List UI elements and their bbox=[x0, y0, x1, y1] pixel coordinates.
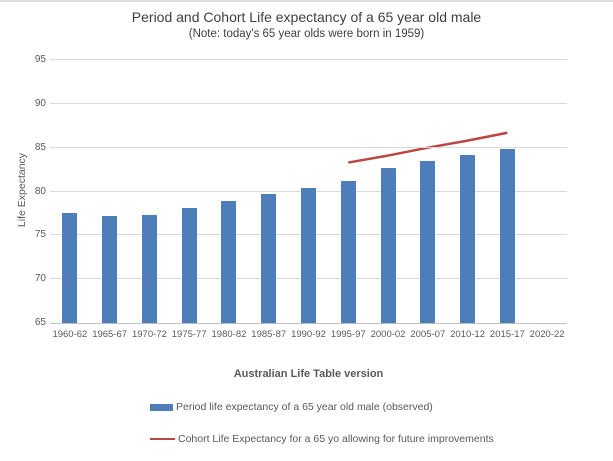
x-tick-label: 2010-12 bbox=[450, 329, 485, 340]
x-tick-label: 1985-87 bbox=[251, 329, 287, 340]
legend-item-cohort: Cohort Life Expectancy for a 65 yo allow… bbox=[150, 432, 494, 446]
bar-1990-92 bbox=[301, 187, 316, 323]
plot-area bbox=[50, 59, 567, 324]
x-tick-label: 2020-22 bbox=[529, 329, 565, 340]
gridline bbox=[50, 102, 567, 104]
gridline bbox=[50, 146, 567, 148]
x-tick-label: 1995-97 bbox=[330, 329, 366, 340]
bar-2010-12 bbox=[460, 154, 476, 323]
x-axis-tick-labels: 1960-62 1965-67 1970-72 1975-77 1980-82 1985-… bbox=[50, 329, 567, 343]
x-axis-title: Australian Life Table version bbox=[233, 368, 384, 380]
y-tick-label: 75 bbox=[34, 229, 46, 241]
y-tick-label: 85 bbox=[34, 141, 46, 153]
x-tick-label: 1975-77 bbox=[171, 329, 207, 340]
bar-2005-07 bbox=[420, 160, 436, 323]
chart-subtitle: (Note: today's 65 year olds were born in… bbox=[188, 28, 425, 40]
y-tick-label: 65 bbox=[34, 317, 46, 328]
x-tick-label: 1965-67 bbox=[92, 329, 128, 340]
bar-2000-02 bbox=[380, 167, 396, 323]
x-tick-label: 1970-72 bbox=[131, 329, 167, 340]
x-tick-label: 1980-82 bbox=[211, 329, 247, 340]
x-tick-label: 2000-02 bbox=[370, 329, 406, 340]
x-tick-label: 1990-92 bbox=[291, 329, 326, 340]
cohort-line-layer bbox=[348, 131, 508, 164]
x-axis-line bbox=[50, 323, 567, 324]
bar-1970-72 bbox=[141, 215, 157, 323]
bar-1965-67 bbox=[102, 216, 118, 323]
bar-2015-17 bbox=[499, 148, 515, 323]
period-series-swatch-icon bbox=[150, 403, 173, 411]
y-axis-tick-labels: 65 70 75 80 85 90 95 bbox=[0, 54, 46, 328]
legend-label-cohort: Cohort Life Expectancy for a 65 yo allow… bbox=[178, 433, 494, 445]
cohort-series-swatch-icon bbox=[150, 437, 175, 441]
cohort-line-series bbox=[348, 131, 508, 164]
bar-1985-87 bbox=[261, 194, 277, 323]
window-top-border bbox=[0, 0, 613, 2]
bar-1960-62 bbox=[62, 213, 78, 323]
y-tick-label: 70 bbox=[34, 273, 46, 285]
legend-item-period: Period life expectancy of a 65 year old … bbox=[150, 400, 433, 414]
x-tick-label: 2005-07 bbox=[410, 329, 446, 340]
x-tick-label: 1960-62 bbox=[52, 329, 88, 340]
x-tick-label: 2015-17 bbox=[489, 329, 525, 340]
y-tick-label: 80 bbox=[34, 185, 46, 197]
y-tick-label: 95 bbox=[34, 54, 46, 65]
chart-title: Period and Cohort Life expectancy of a 6… bbox=[131, 9, 482, 25]
bar-1975-77 bbox=[181, 208, 197, 323]
bar-1980-82 bbox=[221, 201, 237, 323]
legend-label-period: Period life expectancy of a 65 year old … bbox=[176, 401, 433, 413]
gridline bbox=[50, 59, 567, 60]
bar-1995-97 bbox=[340, 180, 356, 323]
y-tick-label: 90 bbox=[34, 97, 46, 109]
